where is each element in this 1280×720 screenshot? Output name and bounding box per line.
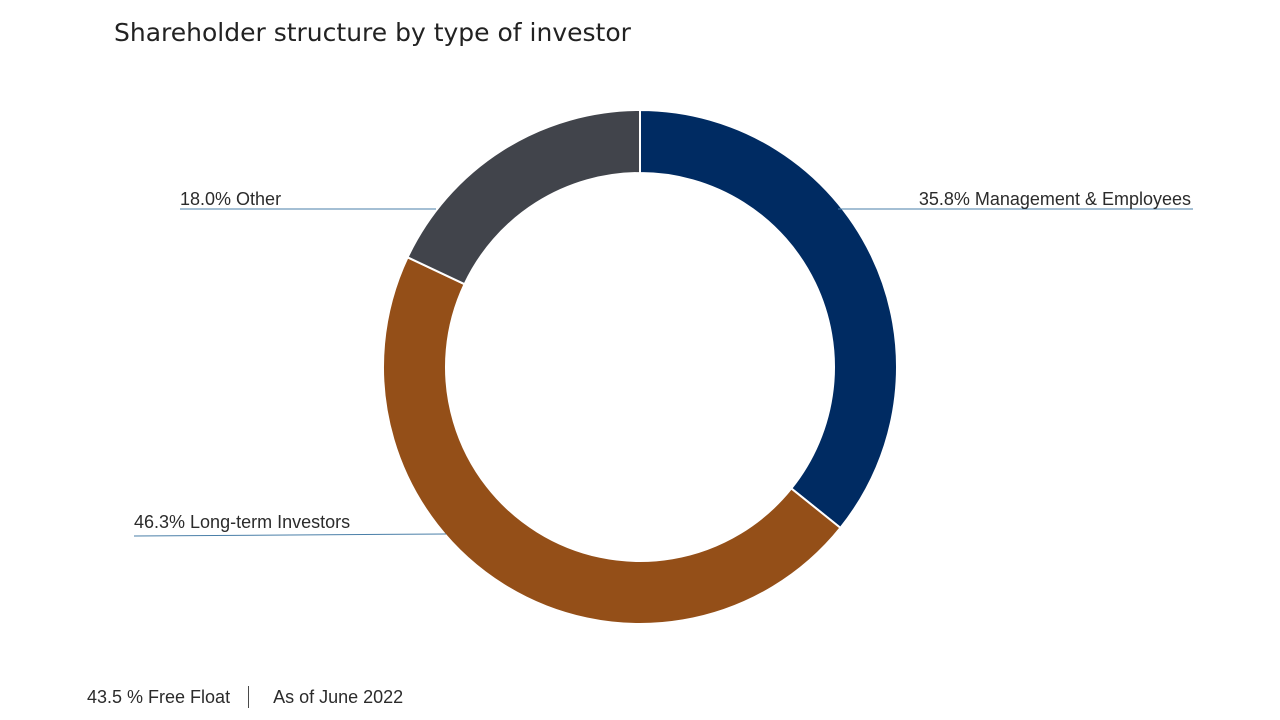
donut-slice-management-employees: [639, 108, 898, 530]
donut-slice-long-term-investors: [382, 255, 842, 625]
slice-label: 18.0% Other: [180, 189, 281, 209]
slice-label: 35.8% Management & Employees: [919, 189, 1191, 209]
free-float-note: 43.5 % Free Float: [87, 686, 231, 707]
as-of-date: As of June 2022: [273, 686, 404, 707]
chart-footer: 43.5 % Free Float As of June 2022: [87, 686, 403, 708]
chart-title: Shareholder structure by type of investo…: [114, 18, 631, 47]
donut-slice-other: [406, 108, 641, 286]
leader-line: [133, 533, 447, 537]
footer-divider: [248, 686, 250, 708]
slice-label: 46.3% Long-term Investors: [134, 512, 350, 532]
